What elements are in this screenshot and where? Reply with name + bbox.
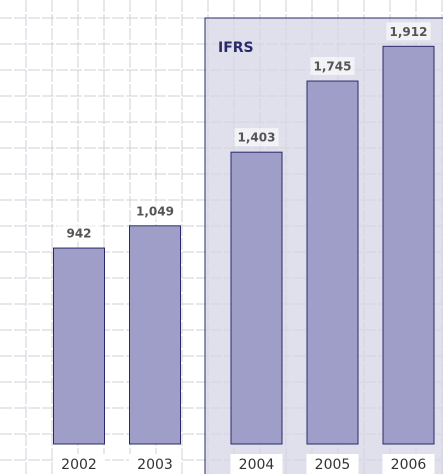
- x-label-bg: [129, 454, 181, 474]
- value-label: 1,745: [314, 60, 352, 74]
- bar: [129, 225, 181, 445]
- x-tick-label: 2003: [137, 457, 173, 473]
- x-label-bg: [382, 454, 435, 474]
- value-label: 1,912: [390, 25, 428, 39]
- bar: [382, 45, 435, 445]
- bar: [53, 247, 105, 445]
- x-tick-label: 2006: [391, 457, 427, 473]
- value-label-bg: [57, 224, 101, 243]
- x-tick-label: 2005: [315, 457, 351, 473]
- x-label-bg: [53, 454, 105, 474]
- value-label-bg: [386, 22, 431, 41]
- bar: [306, 80, 359, 445]
- bar: [230, 151, 283, 445]
- x-label-bg: [306, 454, 359, 474]
- x-tick-label: 2002: [61, 457, 97, 473]
- value-label: 1,403: [238, 131, 276, 145]
- x-tick-label: 2004: [239, 457, 275, 473]
- annotation: IFRS: [218, 40, 254, 56]
- value-label-bg: [310, 57, 355, 76]
- value-label: 1,049: [136, 204, 174, 218]
- value-label-bg: [133, 201, 177, 220]
- value-label-bg: [234, 128, 279, 147]
- x-label-bg: [230, 454, 283, 474]
- value-label: 942: [66, 227, 91, 241]
